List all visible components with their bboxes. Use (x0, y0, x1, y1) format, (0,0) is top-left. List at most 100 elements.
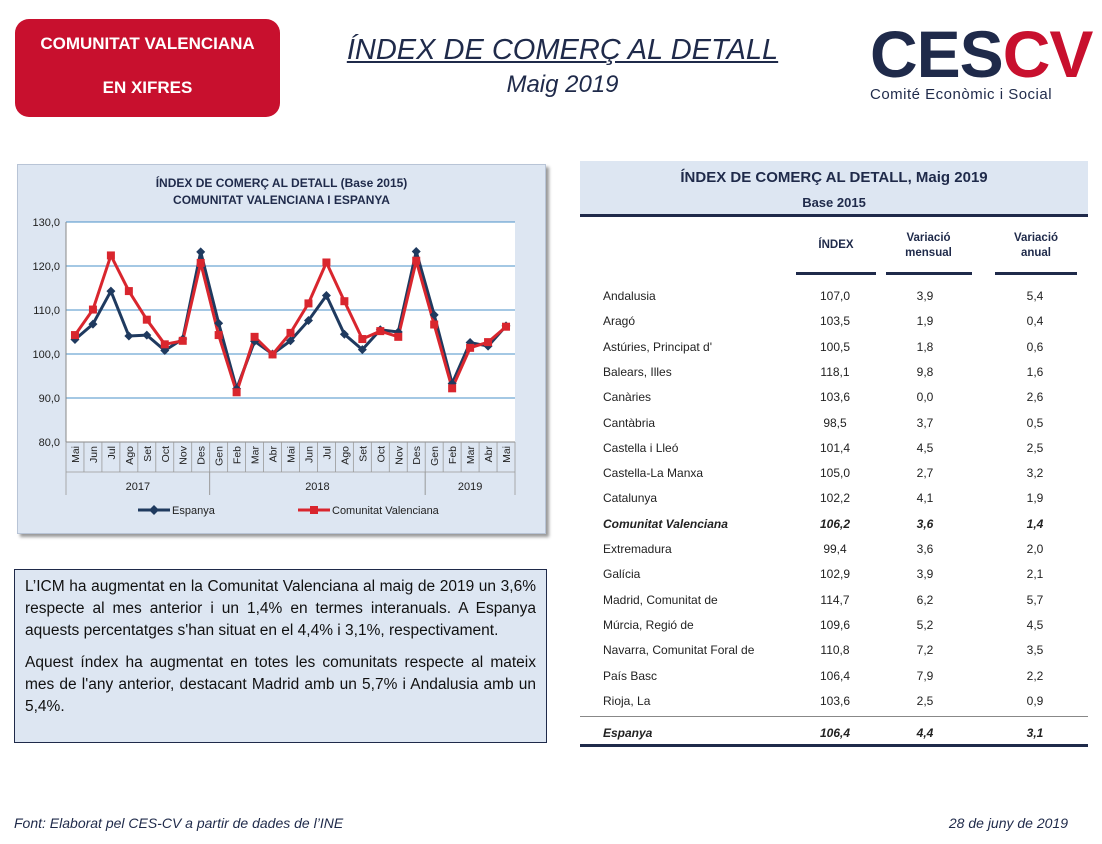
chart-title: ÍNDEX DE COMERÇ AL DETALL (Base 2015) (155, 176, 408, 190)
x-tick-label: Abr (268, 446, 280, 463)
data-point-espanya (88, 319, 98, 329)
data-point-espanya (321, 290, 331, 300)
cell-name: Espanya (603, 726, 653, 740)
data-point-espanya (357, 345, 367, 355)
y-tick-label: 90,0 (39, 393, 60, 405)
cell-mensual: 4,1 (916, 491, 934, 506)
cell-name: País Basc (603, 668, 658, 683)
cell-mensual: 1,8 (916, 339, 934, 354)
cell-mensual: 6,2 (916, 592, 934, 607)
cell-anual: 2,1 (1026, 567, 1044, 582)
data-point-cv (466, 343, 475, 352)
cell-anual: 2,2 (1026, 668, 1044, 683)
x-tick-label: Mai (501, 446, 513, 463)
col-header-mensual: Variació mensual (886, 231, 971, 261)
table-row: Madrid, Comunitat de 114,7 6,2 5,7 (580, 588, 1088, 613)
data-point-cv (340, 297, 349, 306)
line-chart: 80,0 90,0 100,0 110,0 120,0 130,0 Mai Jun Jul Ago… (32, 217, 516, 517)
data-point-espanya (196, 247, 206, 257)
data-point-espanya (339, 329, 349, 339)
data-point-espanya (214, 318, 224, 328)
cell-index: 102,9 (819, 567, 851, 582)
x-tick-label: Set (142, 446, 154, 462)
table-row: Castella-La Manxa 105,0 2,7 3,2 (580, 461, 1088, 486)
x-tick-label: Jul (321, 446, 333, 459)
footer-date: 28 de juny de 2019 (948, 815, 1068, 831)
cell-anual: 3,5 (1026, 643, 1044, 658)
cell-mensual: 3,6 (916, 516, 934, 531)
cell-index: 107,0 (819, 289, 851, 303)
x-tick-label: Oct (160, 446, 172, 462)
y-tick-label: 120,0 (32, 261, 60, 273)
table-row: Comunitat Valenciana 106,2 3,6 1,4 (580, 512, 1088, 537)
footer-source: Font: Elaborat pel CES-CV a partir de da… (14, 815, 344, 831)
table-bottom-rule (580, 744, 1088, 747)
data-point-cv (412, 256, 421, 265)
x-tick-label: Abr (483, 446, 495, 463)
cell-name: Extremadura (603, 542, 672, 556)
year-label: 2018 (305, 481, 329, 493)
cell-name: Aragó (603, 314, 636, 329)
cell-anual: 0,5 (1026, 415, 1044, 430)
badge-line-1: COMUNITAT VALENCIANA (40, 34, 255, 53)
legend-marker (310, 506, 318, 514)
col-header-index: ÍNDEX (818, 239, 854, 251)
data-point-cv (106, 251, 115, 260)
col-header-mensual-line2: mensual (905, 247, 952, 259)
page-title-block: ÍNDEX DE COMERÇ AL DETALL Maig 2019 (330, 30, 795, 100)
legend-marker (149, 505, 159, 515)
y-tick-label: 100,0 (32, 349, 60, 361)
cell-index: 106,4 (819, 668, 851, 683)
cell-name: Navarra, Comunitat Foral de (603, 643, 755, 658)
data-point-cv (250, 332, 259, 341)
chart-panel: ÍNDEX DE COMERÇ AL DETALL (Base 2015) CO… (17, 164, 546, 534)
cell-index: 100,5 (819, 339, 851, 354)
section-badge: COMUNITAT VALENCIANA EN XIFRES (15, 19, 280, 117)
table-row: Aragó 103,5 1,9 0,4 (580, 309, 1088, 334)
cell-index: 106,2 (819, 516, 851, 531)
cell-name: Balears, Illes (603, 364, 672, 379)
x-tick-label: Gen (214, 446, 226, 466)
chart-subtitle: COMUNITAT VALENCIANA I ESPANYA (173, 193, 390, 207)
year-label: 2017 (126, 481, 150, 493)
cell-index: 106,4 (819, 726, 851, 740)
cell-name: Galícia (603, 567, 641, 582)
x-tick-label: Mai (70, 446, 82, 463)
data-point-cv (70, 331, 79, 340)
cell-name: Andalusia (603, 289, 656, 303)
logo-cv: CV (1002, 17, 1094, 91)
data-point-espanya (250, 336, 260, 346)
cell-anual: 2,0 (1026, 542, 1044, 556)
summary-paragraph-1: L’ICM ha augmentat en la Comunitat Valen… (25, 578, 536, 639)
cell-name: Rioja, La (603, 693, 651, 708)
data-point-cv (394, 332, 403, 341)
data-point-cv (88, 305, 97, 314)
x-tick-label: Mar (250, 446, 262, 465)
data-point-cv (484, 338, 493, 347)
table-row: Navarra, Comunitat Foral de 110,8 7,2 3,5 (580, 638, 1088, 663)
x-tick-label: Mai (286, 446, 298, 463)
data-point-espanya (124, 331, 134, 341)
cell-index: 118,1 (820, 364, 850, 379)
col-header-anual: Variació anual (995, 231, 1077, 261)
cell-index: 99,4 (823, 542, 847, 556)
data-point-cv (286, 328, 295, 337)
cell-mensual: 7,9 (916, 668, 934, 683)
y-tick-label: 110,0 (33, 305, 60, 317)
data-point-cv (268, 350, 277, 359)
cell-mensual: 3,6 (916, 542, 934, 556)
cell-mensual: 5,2 (916, 617, 934, 632)
table-row: Castella i Lleó 101,4 4,5 2,5 (580, 436, 1088, 461)
data-point-cv (376, 327, 385, 336)
cell-name: Castella-La Manxa (603, 466, 704, 481)
cell-anual: 4,5 (1026, 617, 1044, 632)
cell-mensual: 3,7 (916, 415, 934, 430)
table-row: Andalusia 107,0 3,9 5,4 (580, 284, 1088, 309)
table-separator (580, 716, 1088, 717)
table-title: ÍNDEX DE COMERÇ AL DETALL, Maig 2019 (680, 169, 988, 186)
x-tick-label: Ago (124, 446, 136, 465)
col-header-mensual-line1: Variació (906, 232, 951, 244)
table-header: ÍNDEX DE COMERÇ AL DETALL, Maig 2019 Bas… (580, 161, 1088, 217)
logo-tagline: Comité Econòmic i Social (870, 86, 1053, 103)
x-tick-label: Nov (178, 445, 190, 464)
